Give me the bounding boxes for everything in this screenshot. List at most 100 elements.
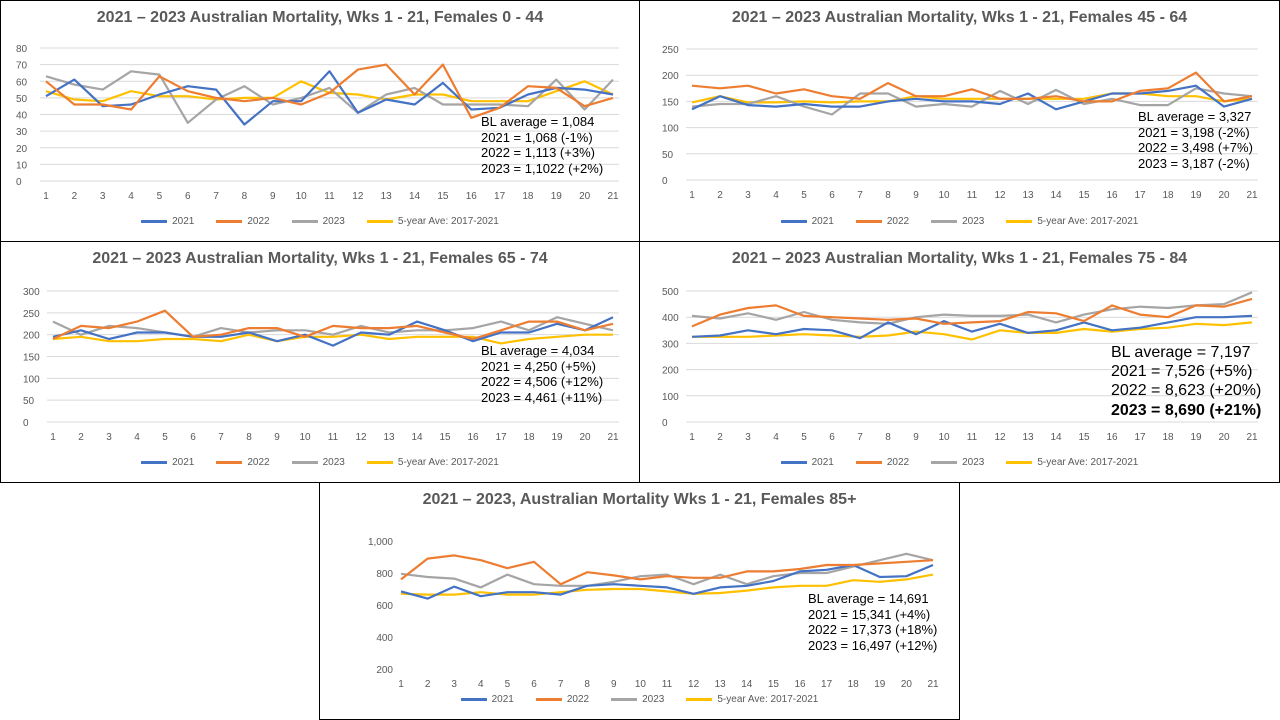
- x-tick-label: 20: [1218, 432, 1230, 443]
- chart-panel-females-45-64: 2021 – 2023 Australian Mortality, Wks 1 …: [639, 0, 1280, 242]
- annotation-line: 2021 = 3,198 (-2%): [1138, 124, 1250, 140]
- series-line-2022: [691, 71, 1253, 103]
- chart-annotation: BL average = 3,327 2021 = 3,198 (-2%) 20…: [1138, 109, 1253, 171]
- x-tick-label: 7: [218, 432, 224, 443]
- x-tick-label: 17: [1134, 190, 1146, 201]
- x-tick-label: 1: [43, 191, 49, 202]
- y-tick-label: 300: [662, 339, 679, 350]
- legend-swatch: [780, 461, 807, 464]
- legend-item-2022: 2022: [855, 457, 909, 468]
- x-tick-label: 13: [1022, 432, 1034, 443]
- legend-item-2023: 2023: [931, 216, 984, 227]
- x-tick-label: 11: [662, 679, 673, 690]
- x-tick-label: 18: [1162, 190, 1174, 201]
- x-tick-label: 19: [874, 679, 886, 690]
- y-tick-label: 600: [376, 601, 393, 612]
- x-tick-label: 7: [857, 432, 863, 443]
- x-tick-label: 4: [134, 432, 140, 443]
- annotation-line: BL average = 14,691: [808, 591, 929, 606]
- x-tick-label: 21: [607, 191, 619, 202]
- legend-label: 2022: [566, 694, 590, 705]
- x-tick-label: 17: [1134, 432, 1146, 443]
- x-tick-label: 17: [821, 679, 833, 690]
- x-tick-label: 6: [531, 679, 537, 690]
- y-tick-label: 80: [16, 44, 28, 55]
- legend-item-2021: 2021: [460, 694, 514, 705]
- x-tick-label: 10: [635, 679, 647, 690]
- chart-annotation: BL average = 1,084 2021 = 1,068 (-1%) 20…: [481, 114, 603, 176]
- x-tick-label: 8: [242, 191, 248, 202]
- x-tick-label: 11: [324, 191, 335, 202]
- x-tick-label: 21: [607, 432, 619, 443]
- series-line-2023: [691, 87, 1253, 116]
- chart-title: 2021 – 2023 Australian Mortality, Wks 1 …: [731, 9, 1188, 26]
- legend-label: 2023: [322, 457, 345, 468]
- legend-label: 5-year Ave: 2017-2021: [1037, 457, 1139, 468]
- x-tick-label: 19: [1190, 432, 1202, 443]
- legend-swatch: [141, 461, 168, 464]
- legend-item-2023: 2023: [291, 216, 345, 227]
- x-tick-label: 3: [745, 190, 751, 201]
- y-tick-label: 10: [16, 160, 28, 171]
- series-line-2023: [400, 552, 934, 589]
- annotation-line: 2021 = 7,526 (+5%): [1111, 363, 1253, 381]
- legend-label: 5-year Ave: 2017-2021: [717, 694, 819, 705]
- annotation-line: 2023 = 8,690 (+21%): [1111, 401, 1262, 419]
- series-line-baseline: [52, 333, 613, 345]
- y-tick-label: 100: [662, 124, 679, 135]
- annotation-line: 2021 = 15,341 (+4%): [808, 606, 931, 622]
- legend-label: 2021: [491, 694, 514, 705]
- x-tick-label: 1: [398, 679, 404, 690]
- chart-title: 2021 – 2023 Australian Mortality, Wks 1 …: [731, 250, 1188, 267]
- y-tick-label: 200: [23, 331, 40, 342]
- annotation-line: 2021 = 4,250 (+5%): [481, 358, 596, 374]
- annotation-line: 2022 = 17,373 (+18%): [808, 622, 938, 638]
- y-tick-label: 20: [16, 144, 28, 155]
- y-tick-label: 0: [662, 418, 668, 429]
- x-tick-label: 20: [1218, 190, 1230, 201]
- x-tick-label: 12: [994, 190, 1006, 201]
- x-tick-label: 4: [478, 679, 484, 690]
- x-tick-label: 19: [551, 191, 563, 202]
- y-tick-label: 250: [662, 45, 679, 56]
- series-line-2021: [52, 316, 614, 347]
- x-tick-label: 13: [383, 432, 395, 443]
- x-tick-label: 18: [523, 432, 535, 443]
- x-tick-label: 20: [579, 432, 591, 443]
- x-tick-label: 21: [1246, 432, 1258, 443]
- legend-item-2022: 2022: [216, 457, 270, 468]
- x-tick-label: 4: [773, 190, 779, 201]
- legend-label: 2021: [811, 216, 834, 227]
- y-tick-label: 0: [662, 176, 668, 187]
- chart-panel-females-65-74: 2021 – 2023 Australian Mortality, Wks 1 …: [0, 241, 640, 483]
- legend-swatch: [931, 461, 958, 464]
- chart-panel-females-85-plus: 2021 – 2023, Australian Mortality Wks 1 …: [319, 482, 960, 720]
- legend-item-baseline: 5-year Ave: 2017-2021: [366, 216, 499, 227]
- x-tick-label: 19: [551, 432, 563, 443]
- x-tick-label: 6: [185, 191, 191, 202]
- x-tick-label: 14: [1050, 432, 1062, 443]
- legend-label: 2023: [962, 216, 985, 227]
- x-tick-label: 11: [967, 190, 978, 201]
- x-tick-label: 14: [411, 432, 423, 443]
- legend-label: 2022: [886, 216, 910, 227]
- x-tick-label: 5: [157, 191, 163, 202]
- x-tick-label: 9: [913, 190, 919, 201]
- legend-swatch: [686, 698, 713, 701]
- legend-label: 5-year Ave: 2017-2021: [1037, 216, 1139, 227]
- series-line-baseline: [400, 573, 934, 596]
- series-line-2021: [45, 70, 614, 126]
- legend-swatch: [855, 461, 882, 464]
- x-tick-label: 16: [467, 432, 479, 443]
- y-tick-label: 300: [23, 287, 40, 298]
- series-line-2023: [691, 291, 1253, 325]
- legend-swatch: [1006, 220, 1033, 223]
- x-tick-label: 14: [1050, 190, 1062, 201]
- x-tick-label: 16: [1106, 190, 1118, 201]
- x-tick-label: 7: [558, 679, 564, 690]
- x-tick-label: 9: [611, 679, 617, 690]
- x-tick-label: 4: [128, 191, 134, 202]
- x-tick-label: 12: [994, 432, 1006, 443]
- x-tick-label: 15: [1078, 190, 1090, 201]
